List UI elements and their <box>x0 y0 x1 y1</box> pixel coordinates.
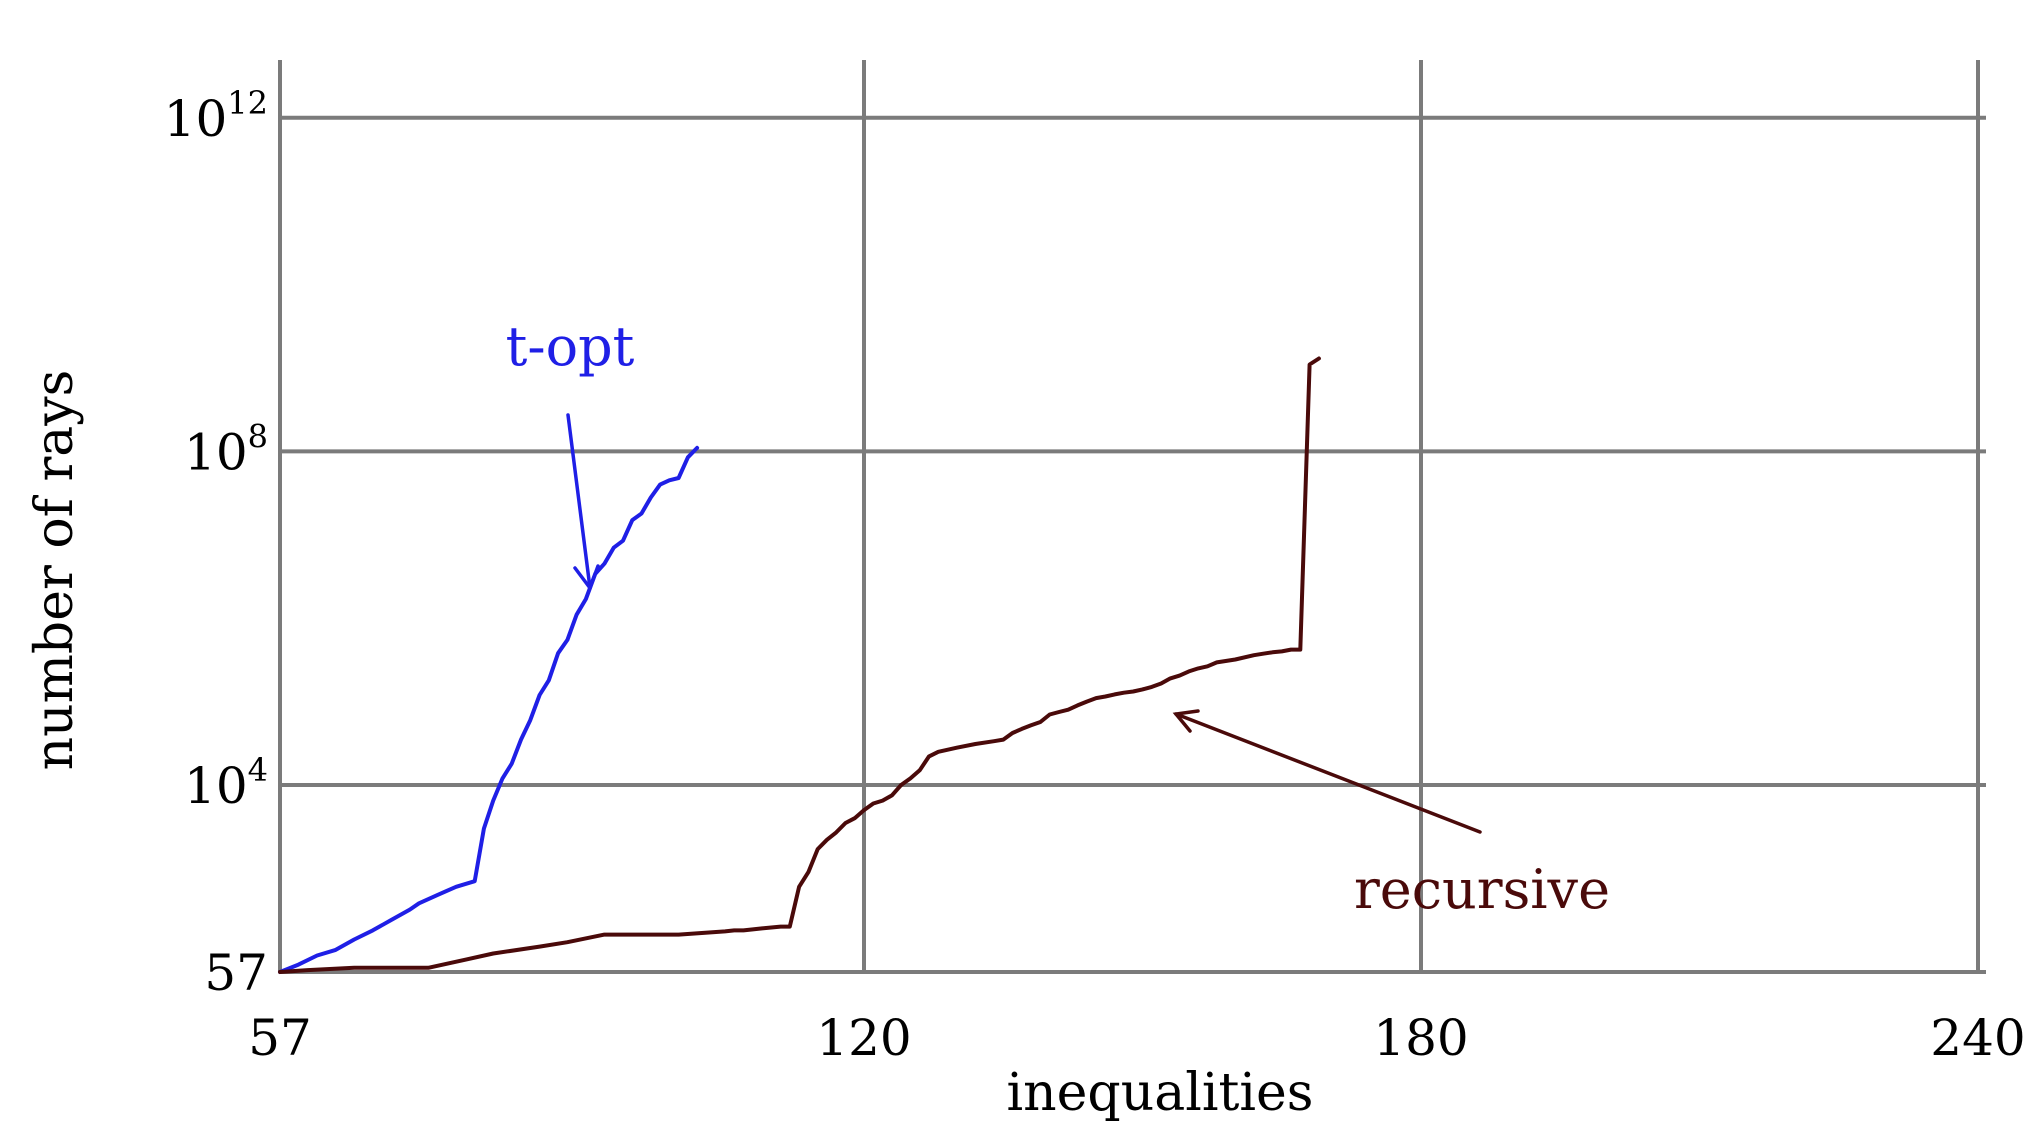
y-tick-label-1: 104 <box>184 751 268 815</box>
grid <box>278 60 1986 974</box>
y-tick-label-2: 108 <box>184 417 268 481</box>
tick-labels: 57 120 180 240 57 104 108 1012 <box>164 84 2026 1067</box>
y-tick-label-3: 1012 <box>164 84 268 148</box>
series-layer <box>278 356 1321 974</box>
annotation-recursive-arrow <box>1172 709 1482 834</box>
x-tick-label-240: 240 <box>1930 1009 2025 1067</box>
annotation-t-opt-arrow <box>566 413 600 592</box>
series-line-t-opt <box>278 445 700 974</box>
annotation-recursive-label: recursive <box>1354 858 1610 921</box>
x-tick-label-120: 120 <box>816 1009 911 1067</box>
y-tick-label-0: 57 <box>204 944 268 1002</box>
y-axis-title: number of rays <box>25 370 85 771</box>
x-tick-label-57: 57 <box>248 1009 312 1067</box>
annotation-t-opt-label: t-opt <box>506 315 635 378</box>
series-line-recursive <box>278 356 1321 974</box>
x-axis-title: inequalities <box>1007 1063 1314 1123</box>
x-tick-label-180: 180 <box>1373 1009 1468 1067</box>
